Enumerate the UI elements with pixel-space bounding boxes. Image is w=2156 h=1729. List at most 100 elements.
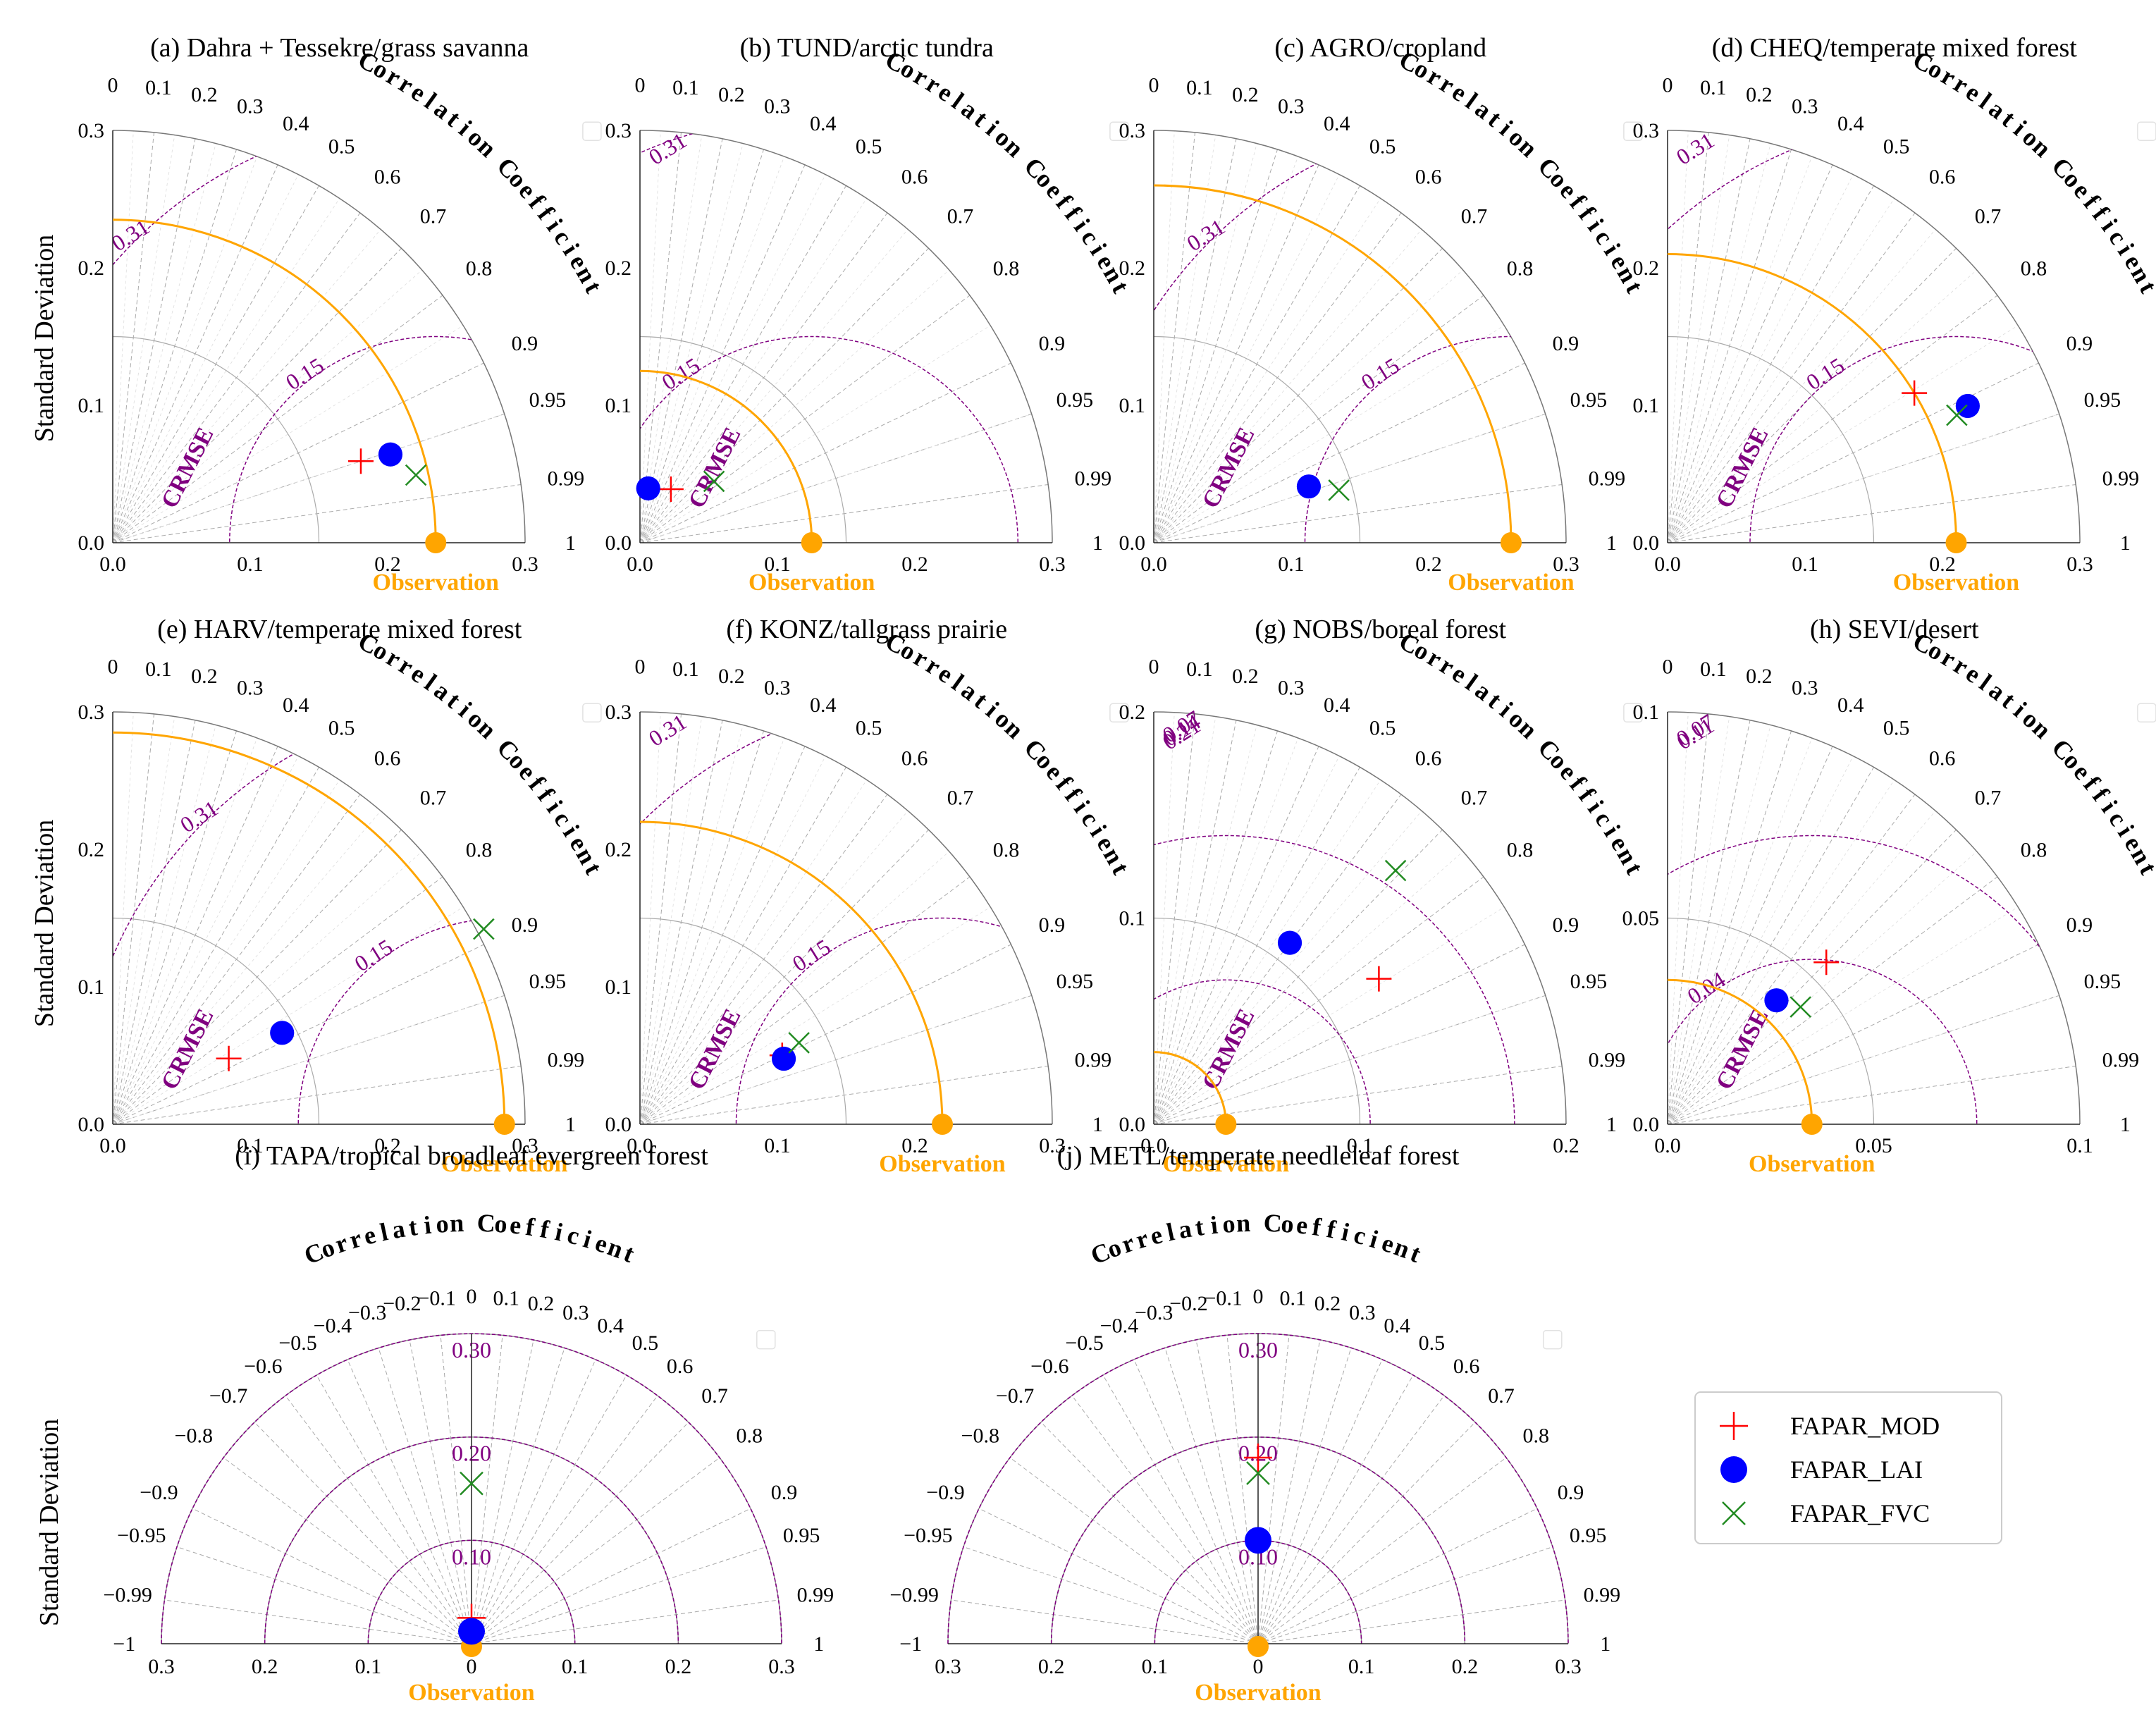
correlation-tick-label: 0.99: [2102, 467, 2140, 490]
correlation-grid-line: [192, 1508, 472, 1644]
x-tick-label: 0.1: [1348, 1655, 1375, 1678]
correlation-tick-label: −1: [113, 1632, 135, 1656]
x-tick-label: 0.0: [99, 553, 126, 576]
correlation-tick-label: 0.9: [2066, 332, 2093, 355]
data-point-fapar_lai: [270, 1021, 295, 1045]
correlation-grid-line: [1102, 1374, 1259, 1644]
correlation-tick-label: 0.1: [1700, 76, 1727, 99]
legend-entry-label: FAPAR_FVC: [1790, 1499, 1930, 1527]
observation-std-arc: [112, 219, 437, 543]
correlation-tick-label: 0.4: [283, 694, 309, 717]
correlation-grid-line: [1257, 1395, 1445, 1644]
observation-label: Observation: [1749, 1151, 1875, 1177]
x-tick-label: 0.1: [1142, 1655, 1169, 1678]
x-tick-label: 0.1: [764, 553, 791, 576]
observation-point: [1801, 1114, 1823, 1135]
observation-label: Observation: [408, 1680, 535, 1706]
y-tick-label: 0.0: [1119, 531, 1146, 555]
correlation-axis-label-char: i: [580, 1224, 595, 1253]
crmse-axis-label: CRMSE: [684, 1005, 746, 1094]
y-axis-label: Standard Deviation: [35, 1419, 64, 1626]
correlation-tick-label: 0.7: [1488, 1384, 1515, 1408]
correlation-grid-line: [1009, 1457, 1259, 1644]
correlation-tick-label: 0.99: [548, 467, 585, 490]
correlation-minor-grid-line: [639, 229, 908, 543]
crmse-contour-label: 0.15: [350, 934, 398, 976]
x-tick-label: 0.1: [562, 1655, 589, 1678]
correlation-minor-grid-line: [112, 198, 340, 543]
correlation-grid-line: [1040, 1422, 1259, 1644]
y-tick-label: 0.1: [1119, 394, 1146, 417]
data-point-fapar_lai: [636, 476, 660, 500]
correlation-axis-label-char: a: [1176, 1214, 1194, 1245]
observation-label: Observation: [749, 570, 875, 596]
correlation-minor-grid-line: [639, 156, 785, 543]
correlation-minor-grid-line: [639, 198, 868, 543]
observation-point: [1215, 1114, 1237, 1135]
correlation-tick-label: 0.99: [1075, 1048, 1112, 1071]
y-tick-label: 0.2: [605, 257, 632, 280]
crmse-axis-label: CRMSE: [156, 1005, 219, 1094]
observation-std-arc: [1667, 978, 1813, 1125]
correlation-minor-grid-line: [1667, 995, 2059, 1125]
correlation-tick-label: 0.95: [1057, 970, 1094, 993]
correlation-tick-label: 0.5: [632, 1331, 659, 1355]
correlation-grid-line: [471, 1546, 767, 1644]
data-point-fapar_fvc: [788, 1032, 810, 1054]
outer-std-arc: [1153, 711, 1567, 1125]
correlation-tick-label: 0.6: [1415, 747, 1442, 770]
correlation-tick-label: 0.9: [771, 1481, 798, 1504]
outer-std-arc: [1153, 130, 1567, 543]
correlation-minor-grid-line: [1153, 198, 1381, 543]
x-tick-label: 0.3: [1555, 1655, 1582, 1678]
correlation-tick-label: 1: [2120, 531, 2131, 555]
outer-std-arc: [112, 130, 526, 543]
correlation-minor-grid-line: [1667, 130, 1689, 543]
correlation-tick-label: 0.7: [947, 786, 974, 809]
data-point-fapar_lai: [1764, 988, 1789, 1013]
correlation-tick-label: 0.8: [736, 1424, 763, 1447]
outer-std-arc: [112, 711, 526, 1125]
correlation-axis-label-char: i: [1209, 1211, 1219, 1240]
correlation-tick-label: −0.5: [1065, 1331, 1103, 1355]
data-point-fapar_lai: [458, 1618, 485, 1645]
x-tick-label: 0.2: [1553, 1134, 1579, 1157]
correlation-tick-label: −0.9: [140, 1481, 178, 1504]
correlation-minor-grid-line: [639, 756, 826, 1125]
correlation-tick-label: 0.2: [1746, 83, 1773, 106]
correlation-tick-label: −0.6: [1030, 1355, 1068, 1378]
x-tick-label: 0.1: [237, 553, 264, 576]
panel-title: (j) METL/temperate needleleaf forest: [1057, 1141, 1460, 1171]
x-tick-label: 0.2: [1929, 553, 1956, 576]
correlation-axis-label-char: e: [1295, 1210, 1309, 1239]
correlation-tick-label: 0.99: [1584, 1583, 1621, 1606]
crmse-contour-label: 0.31: [175, 795, 223, 837]
x-tick-label: 0.3: [768, 1655, 795, 1678]
crmse-contour: [735, 917, 1052, 1124]
correlation-grid-line: [471, 1348, 565, 1644]
correlation-axis-label-char: C: [1263, 1209, 1282, 1238]
correlation-tick-label: 0.4: [1324, 694, 1350, 717]
empty-legend-box: [1623, 121, 1643, 142]
correlation-minor-grid-line: [112, 413, 505, 543]
crmse-contour: [640, 336, 1018, 543]
correlation-minor-grid-line: [1667, 737, 1813, 1125]
data-point-fapar_lai: [1277, 930, 1302, 955]
correlation-grid-line: [471, 1335, 503, 1644]
correlation-tick-label: −0.95: [117, 1524, 166, 1547]
correlation-tick-label: −0.1: [418, 1287, 456, 1310]
correlation-tick-label: −1: [899, 1632, 922, 1656]
correlation-grid-line: [978, 1508, 1259, 1644]
correlation-tick-label: 0.7: [1461, 204, 1488, 228]
correlation-minor-grid-line: [1153, 130, 1175, 543]
correlation-minor-grid-line: [112, 130, 134, 543]
correlation-minor-grid-line: [1667, 906, 2019, 1125]
correlation-minor-grid-line: [1153, 851, 1464, 1125]
correlation-minor-grid-line: [639, 413, 1032, 543]
observation-label: Observation: [1893, 570, 2020, 596]
legend-entry-label: FAPAR_MOD: [1790, 1412, 1940, 1440]
correlation-grid-line: [176, 1546, 472, 1644]
correlation-tick-label: 1: [565, 1113, 576, 1136]
empty-legend-box: [756, 1329, 776, 1350]
correlation-tick-label: 0.6: [1929, 166, 1956, 189]
